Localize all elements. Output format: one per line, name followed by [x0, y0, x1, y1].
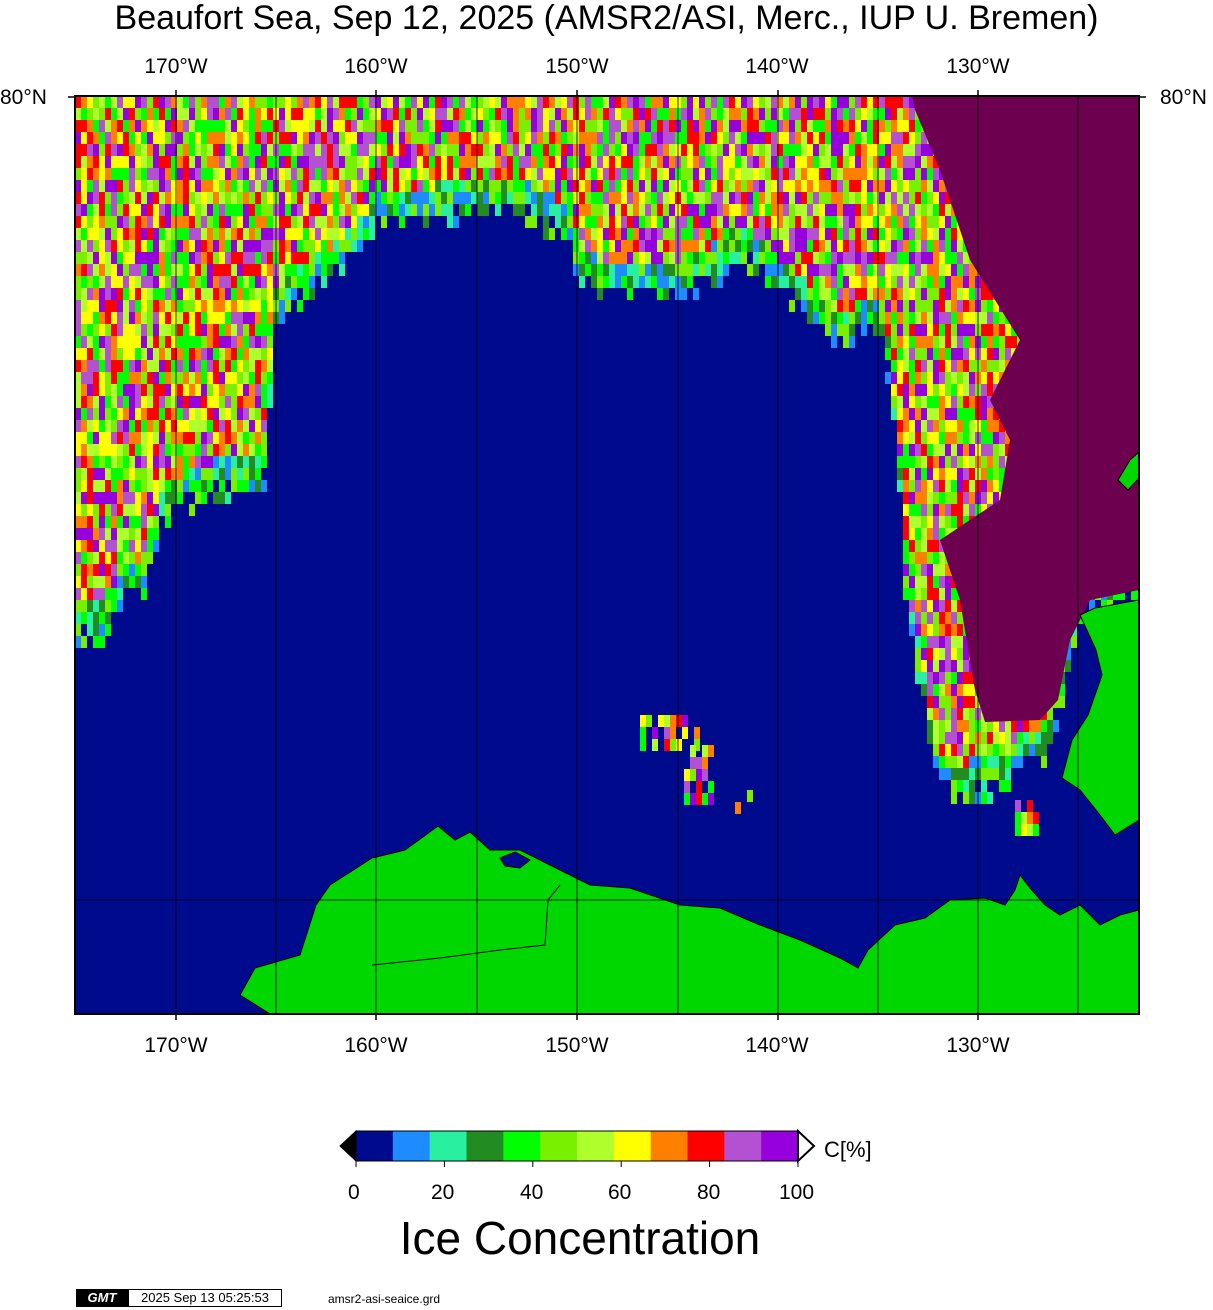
- colorbar: [339, 1128, 816, 1167]
- colorbar-tick-40: 40: [520, 1181, 544, 1204]
- colorbar-swatch-1: [392, 1131, 431, 1161]
- colorbar-swatch-8: [650, 1131, 688, 1161]
- colorbar-unit: C[%]: [824, 1137, 872, 1162]
- colorbar-title: Ice Concentration: [399, 1212, 761, 1264]
- colorbar-swatch-5: [540, 1131, 578, 1161]
- lat-label-right-80n: 80°N: [1160, 86, 1207, 109]
- lagoon: [499, 851, 531, 869]
- colorbar-tick-80: 80: [697, 1181, 721, 1204]
- lon-label-top-140w: 140°W: [745, 55, 809, 78]
- map-title: Beaufort Sea, Sep 12, 2025 (AMSR2/ASI, M…: [114, 0, 1099, 37]
- colorbar-swatch-7: [613, 1131, 652, 1161]
- colorbar-swatch-0: [356, 1131, 394, 1161]
- lat-label-left-80n: 80°N: [0, 86, 47, 109]
- colorbar-swatch-11: [761, 1131, 799, 1161]
- lon-label-bottom-150w: 150°W: [545, 1034, 609, 1057]
- timestamp: 2025 Sep 13 05:25:53: [128, 1289, 282, 1307]
- island-land: [1117, 451, 1139, 491]
- colorbar-swatch-10: [724, 1131, 762, 1161]
- colorbar-under-triangle: [339, 1129, 357, 1163]
- colorbar-swatch-4: [503, 1131, 541, 1161]
- map-frame: [74, 95, 1140, 1015]
- grid-filename: amsr2-asi-seaice.grd: [328, 1292, 441, 1306]
- lon-label-bottom-160w: 160°W: [344, 1034, 408, 1057]
- colorbar-frame: [355, 1130, 799, 1162]
- colorbar-swatch-6: [577, 1131, 615, 1161]
- alaska-coast-land: [239, 825, 1139, 1014]
- inland-border: [371, 884, 561, 966]
- lon-label-bottom-170w: 170°W: [144, 1034, 208, 1057]
- colorbar-tick-60: 60: [608, 1181, 632, 1204]
- frame-ticks: [68, 90, 1146, 1020]
- colorbar-tick-0: 0: [348, 1181, 360, 1204]
- lon-label-top-170w: 170°W: [144, 55, 208, 78]
- lon-label-bottom-130w: 130°W: [946, 1034, 1010, 1057]
- pack-ice-100: [912, 96, 1139, 722]
- lon-label-top-160w: 160°W: [344, 55, 408, 78]
- colorbar-swatch-2: [429, 1131, 467, 1161]
- lon-label-top-130w: 130°W: [946, 55, 1010, 78]
- graticule: [75, 96, 1139, 1014]
- colorbar-swatch-3: [466, 1131, 504, 1161]
- colorbar-tick-20: 20: [431, 1181, 455, 1204]
- lon-label-top-150w: 150°W: [545, 55, 609, 78]
- colorbar-over-triangle: [797, 1128, 816, 1164]
- gmt-logo: GMT: [76, 1289, 128, 1307]
- banks-island-land: [1061, 599, 1139, 836]
- lon-label-bottom-140w: 140°W: [745, 1034, 809, 1057]
- colorbar-tick-100: 100: [779, 1181, 815, 1204]
- colorbar-swatch-9: [687, 1131, 725, 1161]
